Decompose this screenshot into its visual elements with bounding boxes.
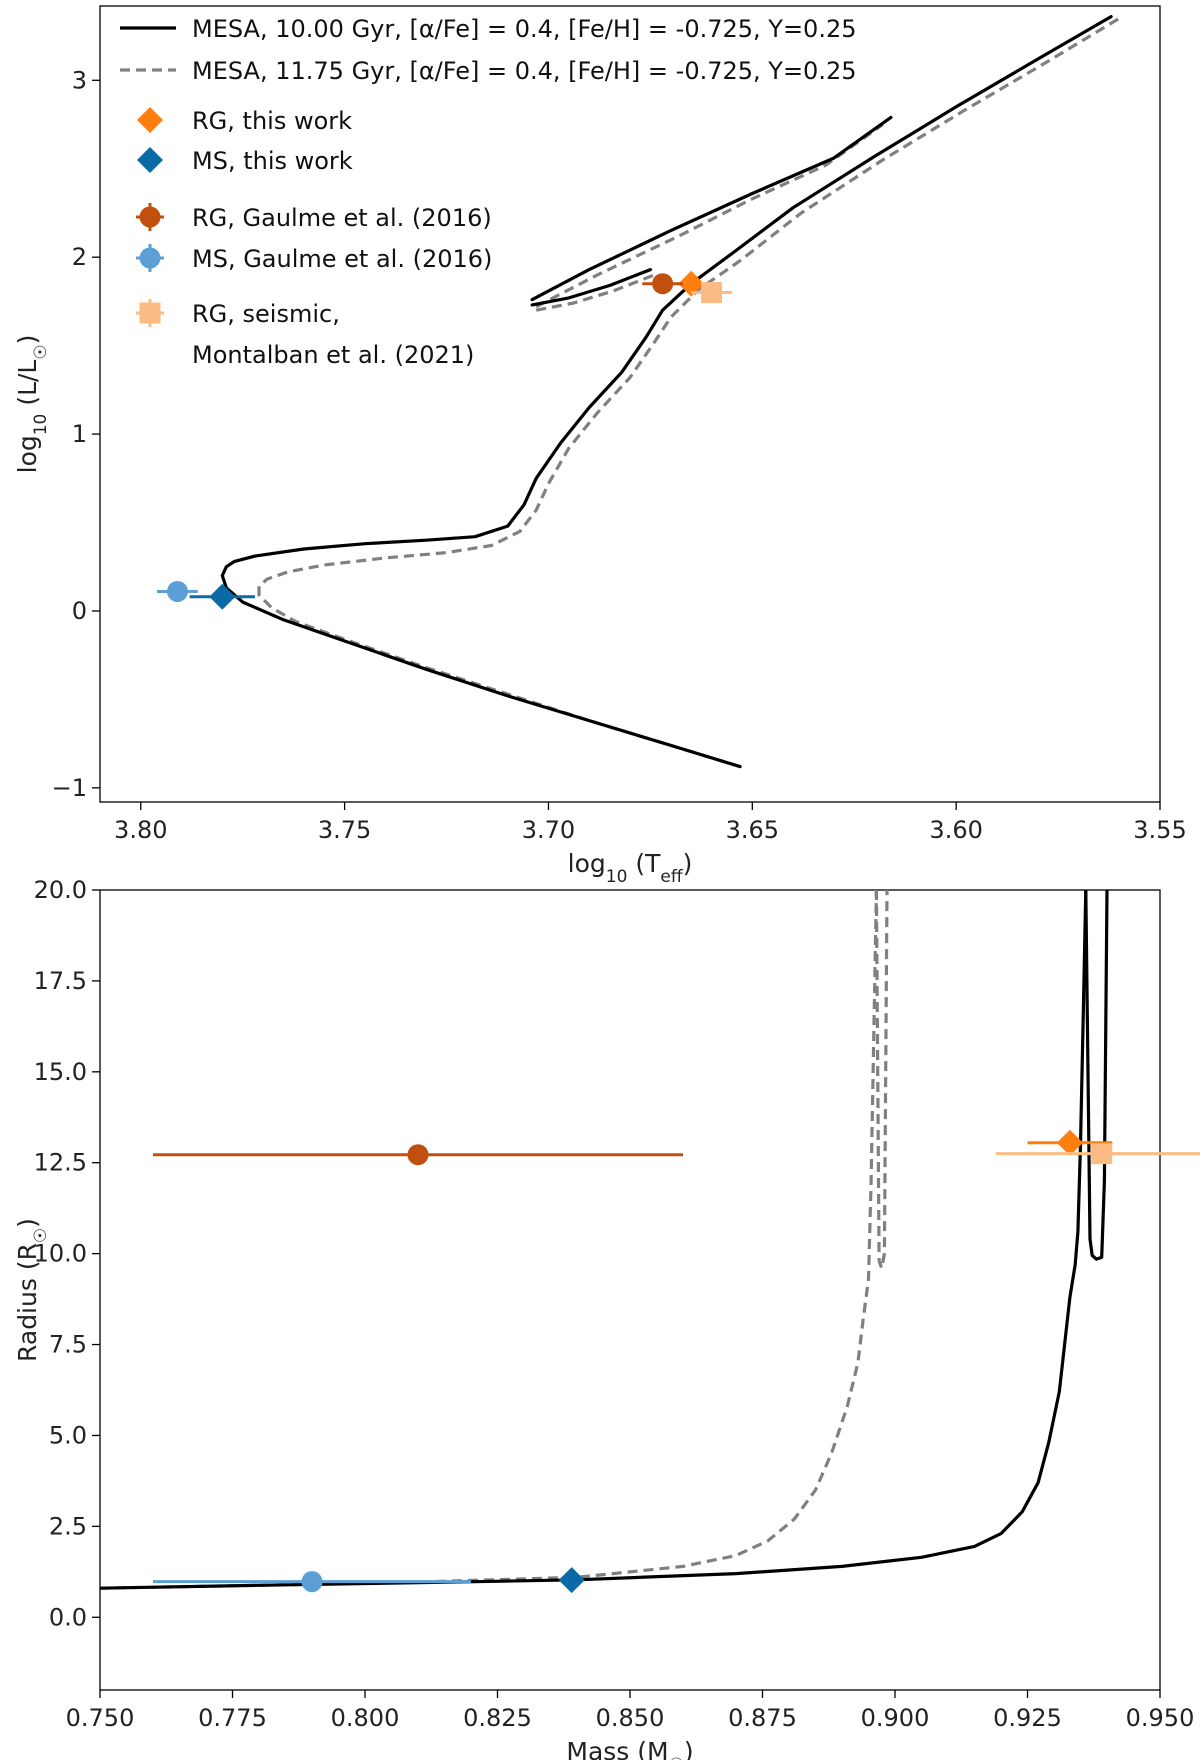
legend-label: MS, this work: [192, 147, 353, 175]
legend-label: MESA, 11.75 Gyr, [α/Fe] = 0.4, [Fe/H] = …: [192, 57, 857, 85]
x-tick-label: 3.55: [1133, 816, 1186, 844]
point-rg-seismic-montalban-et-al-2021: [701, 282, 723, 304]
point-rg-this-work: [1056, 1129, 1083, 1156]
mr-isochrones: [100, 890, 1109, 1590]
mr-data-points: [153, 1129, 1200, 1594]
legend-swatch-circle: [139, 206, 161, 228]
mr-axis-ticks: 0.750 0.775 0.800 0.825 0.850 0.875 0.900 0.925…: [34, 876, 1195, 1732]
point-rg-gaulme-et-al-2016: [407, 1144, 429, 1166]
x-tick-label: 3.80: [114, 816, 167, 844]
point-ms-this-work: [209, 583, 236, 610]
hr-diagram-panel: 3.80 3.75 3.70 3.65 3.60 3.55 −1 0 1 2 3 MESA, 10.…: [13, 5, 1187, 887]
y-tick-label: 17.5: [34, 967, 87, 995]
legend-swatch-square: [139, 302, 161, 324]
legend-label: RG, Gaulme et al. (2016): [192, 204, 492, 232]
series-mesa-10-00-gyr-tip: [1084, 890, 1109, 1261]
agb-loop-solid-lower: [530, 268, 653, 307]
y-tick-label: 2.5: [49, 1512, 87, 1540]
point-ms-this-work: [558, 1567, 585, 1594]
y-tick-label: 7.5: [49, 1331, 87, 1359]
x-tick-label: 0.925: [993, 1704, 1062, 1732]
series-mesa-10-00-gyr-fe-0-4-fe-h-0-725-y-0-25: [220, 15, 1113, 769]
x-tick-label: 0.900: [861, 1704, 930, 1732]
legend: MESA, 10.00 Gyr, [α/Fe] = 0.4, [Fe/H] = …: [120, 15, 857, 369]
mr-plot-area: [99, 889, 1161, 1691]
x-tick-label: 3.70: [522, 816, 575, 844]
y-tick-label: 12.5: [34, 1149, 87, 1177]
agb-loop-solid-upper: [530, 115, 893, 302]
legend-swatch-diamond: [137, 107, 163, 133]
x-tick-label: 0.850: [596, 1704, 665, 1732]
hr-plot-area: [99, 5, 1161, 803]
y-tick-label: 5.0: [49, 1421, 87, 1449]
point-rg-seismic-montalban-et-al-2021: [1091, 1143, 1113, 1165]
mr-y-axis-label: Radius (R☉): [13, 1218, 51, 1362]
point-ms-gaulme-et-al-2016: [166, 581, 188, 603]
mr-x-axis-label: Mass (M☉): [566, 1737, 693, 1760]
point-rg-gaulme-et-al-2016: [652, 273, 674, 295]
x-tick-label: 3.60: [929, 816, 982, 844]
y-tick-label: 0.0: [49, 1603, 87, 1631]
hr-axis-ticks: 3.80 3.75 3.70 3.65 3.60 3.55 −1 0 1 2 3: [52, 66, 1187, 844]
legend-swatch-circle: [139, 247, 161, 269]
mass-radius-panel: 0.750 0.775 0.800 0.825 0.850 0.875 0.900 0.925…: [13, 876, 1200, 1760]
agb-loop-dashed-upper: [535, 123, 884, 309]
y-tick-label: 2: [72, 243, 87, 271]
legend-label: MS, Gaulme et al. (2016): [192, 245, 492, 273]
legend-swatch-diamond: [137, 147, 163, 173]
point-rg-this-work: [678, 270, 705, 297]
y-tick-label: 1: [72, 420, 87, 448]
hr-y-axis-label: log10 (L/L☉): [13, 335, 51, 474]
y-tick-label: 10.0: [34, 1240, 87, 1268]
legend-label: RG, this work: [192, 107, 352, 135]
hr-isochrones: [220, 15, 1121, 769]
y-tick-label: 20.0: [34, 876, 87, 904]
y-tick-label: 3: [72, 66, 87, 94]
y-tick-label: 15.0: [34, 1058, 87, 1086]
legend-label: RG, seismic,: [192, 300, 340, 328]
hr-data-points: [157, 270, 732, 610]
x-tick-label: 3.75: [318, 816, 371, 844]
x-tick-label: 0.775: [198, 1704, 267, 1732]
x-tick-label: 3.65: [726, 816, 779, 844]
point-ms-gaulme-et-al-2016: [301, 1571, 323, 1593]
agb-loop-dashed-lower: [535, 273, 656, 312]
legend-label: MESA, 10.00 Gyr, [α/Fe] = 0.4, [Fe/H] = …: [192, 15, 857, 43]
x-tick-label: 0.750: [66, 1704, 135, 1732]
series-mesa-11-75-gyr: [100, 890, 878, 1590]
y-tick-label: 0: [72, 597, 87, 625]
x-tick-label: 0.800: [331, 1704, 400, 1732]
legend-label: Montalban et al. (2021): [192, 341, 474, 369]
series-mesa-11-75-gyr-fe-0-4-fe-h-0-725-y-0-25: [257, 17, 1121, 769]
y-tick-label: −1: [52, 774, 87, 802]
x-tick-label: 0.825: [463, 1704, 532, 1732]
hr-x-axis-label: log10 (Teff): [568, 849, 693, 887]
x-tick-label: 0.950: [1126, 1704, 1195, 1732]
x-tick-label: 0.875: [728, 1704, 797, 1732]
series-mesa-10-00-gyr: [100, 890, 1088, 1590]
series-mesa-11-75-gyr-tip: [874, 890, 889, 1270]
